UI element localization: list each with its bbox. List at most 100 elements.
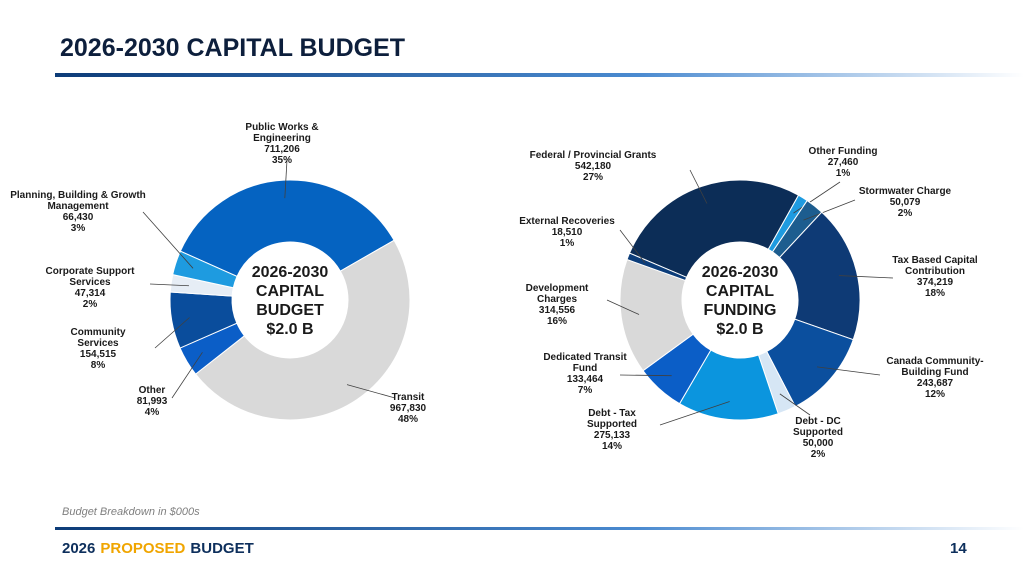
value-label: 50,000 [802,438,834,449]
value-label: 66,430 [62,212,94,223]
category-label: Corporate Support Services [45,266,135,288]
percent-label: 1% [559,238,575,249]
category-label: Development Charges [525,283,589,305]
leader-line [689,169,708,204]
leader-line [346,384,396,399]
leader-line [779,393,811,416]
value-label: 47,314 [74,288,106,299]
slice-label: Transit 967,830 48% [378,392,438,425]
percent-label: 1% [835,168,851,179]
value-label: 711,206 [264,144,300,155]
leader-line [793,181,841,214]
slice-label: Tax Based Capital Contribution 374,219 18% [875,255,995,299]
slice-label: External Recoveries 18,510 1% [512,216,622,249]
category-label: Other Funding [808,146,878,157]
slice-label: Canada Community-Building Fund 243,687 12% [875,356,995,400]
percent-label: 12% [924,389,945,400]
leader-line [619,374,672,377]
value-label: 967,830 [389,403,427,414]
slide-title: 2026-2030 CAPITAL BUDGET [60,34,406,62]
note: Budget Breakdown in $000s [62,506,200,518]
value-label: 81,993 [136,396,168,407]
leader-line [606,299,640,315]
category-label: Federal / Provincial Grants [529,150,657,161]
leader-line [816,366,881,376]
category-label: Planning, Building & Growth Management [10,190,146,212]
category-label: Canada Community-Building Fund [886,356,984,378]
slice-label: Development Charges 314,556 16% [512,283,602,327]
leader-line [154,317,190,349]
slice-label: Federal / Provincial Grants 542,180 27% [508,150,678,183]
value-label: 50,079 [889,197,921,208]
footer-rule [55,527,1024,530]
donut-slice [179,179,395,278]
value-label: 133,464 [566,374,604,385]
category-label: Public Works & Engineering [245,122,319,144]
value-label: 243,687 [916,378,954,389]
value-label: 275,133 [593,430,631,441]
donut-hole [233,243,347,357]
leader-line [839,275,894,279]
percent-label: 35% [271,155,292,166]
percent-label: 4% [144,407,160,418]
leader-line [142,211,194,269]
value-label: 374,219 [916,277,954,288]
center-label: 2026-2030 [702,264,779,281]
footer-highlight: PROPOSED [100,540,186,557]
category-label: Other [138,385,166,396]
donut-hole [683,243,797,357]
leader-line [284,159,288,199]
value-label: 314,556 [538,305,576,316]
header-rule [55,73,1024,77]
category-label: Tax Based Capital Contribution [892,255,978,277]
slice-label: Public Works & Engineering 711,206 35% [227,122,337,166]
percent-label: 8% [90,360,106,371]
center-label: $2.0 B [716,321,763,338]
percent-label: 14% [601,441,622,452]
value-label: 18,510 [551,227,583,238]
category-label: Community Services [70,327,126,349]
category-label: Stormwater Charge [858,186,952,197]
center-label: FUNDING [704,302,777,319]
center-label: CAPITAL [706,283,774,300]
value-label: 27,460 [827,157,859,168]
slice-label: Debt - Tax Supported 275,133 14% [572,408,652,452]
donut-slice [626,252,688,282]
category-label: External Recoveries [519,216,615,227]
slice-label: Debt - DC Supported 50,000 2% [778,416,858,460]
percent-label: 18% [924,288,945,299]
slice-label: Dedicated Transit Fund 133,464 7% [540,352,630,396]
percent-label: 48% [397,414,418,425]
category-label: Transit [391,392,425,403]
percent-label: 16% [546,316,567,327]
page-number: 14 [950,540,967,557]
percent-label: 27% [582,172,603,183]
footer-year: 2026 [62,540,96,557]
center-label: $2.0 B [266,321,313,338]
category-label: Debt - DC Supported [793,416,843,438]
leader-line [149,283,190,287]
percent-label: 2% [897,208,913,219]
donut-slice [778,211,861,341]
percent-label: 2% [810,449,826,460]
percent-label: 3% [70,223,86,234]
leader-line [803,199,856,221]
donut-slice [172,250,238,289]
leader-line [659,401,730,426]
leader-line [171,352,203,399]
slice-label: Corporate Support Services 47,314 2% [35,266,145,310]
center-label: 2026-2030 [252,264,329,281]
slice-label: Planning, Building & Growth Management 66… [8,190,148,234]
center-label: CAPITAL [256,283,324,300]
slice-label: Other 81,993 4% [122,385,182,418]
percent-label: 7% [577,385,593,396]
footer: 2026 PROPOSED BUDGET [62,540,259,557]
leader-line [619,229,646,264]
slice-label: Community Services 154,515 8% [58,327,138,371]
value-label: 542,180 [574,161,612,172]
percent-label: 2% [82,299,98,310]
value-label: 154,515 [79,349,117,360]
donut-slice [194,239,411,421]
